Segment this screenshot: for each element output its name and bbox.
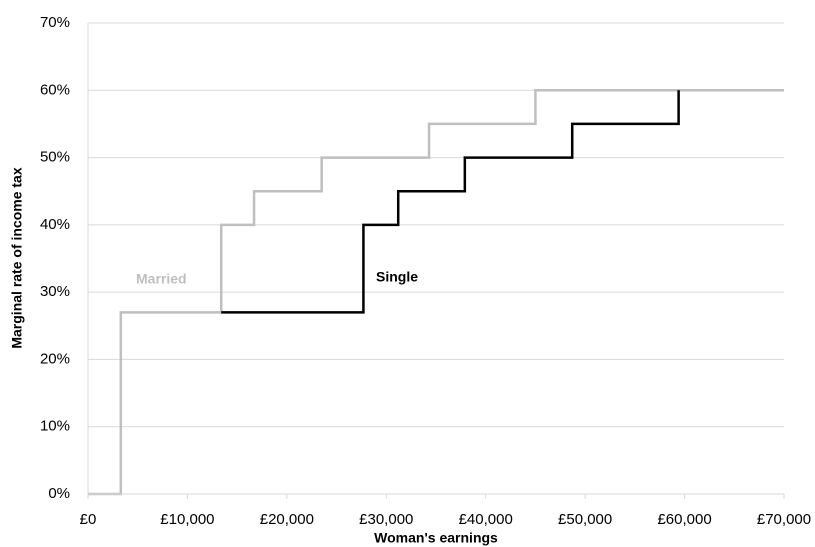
x-tick-label: £30,000 (359, 511, 413, 528)
x-tick-label: £10,000 (160, 511, 214, 528)
y-tick-label: 60% (40, 81, 70, 98)
lines (88, 89, 784, 496)
x-tick-label: £0 (80, 511, 97, 528)
x-tick-label: £70,000 (757, 511, 811, 528)
series-line (88, 89, 784, 496)
x-axis-title: Woman's earnings (374, 530, 498, 546)
y-tick-label: 40% (40, 216, 70, 233)
y-tick-label: 50% (40, 149, 70, 166)
y-tick-label: 70% (40, 14, 70, 31)
y-tick-label: 0% (48, 485, 70, 502)
y-tick-label: 10% (40, 418, 70, 435)
x-tick-label: £20,000 (260, 511, 314, 528)
series-line (221, 90, 680, 314)
grid: 0% 10% 20% 30% 40% 50% 60% 70% £0 £10,000 £20,000 £… (40, 14, 811, 528)
series-label: Married (136, 271, 187, 287)
x-tick-label: £40,000 (459, 511, 513, 528)
series-label: Single (376, 269, 418, 285)
y-axis-title: Marginal rate of income tax (9, 167, 25, 348)
x-tick-label: £50,000 (558, 511, 612, 528)
y-tick-label: 20% (40, 350, 70, 367)
x-tick-label: £60,000 (657, 511, 711, 528)
y-tick-label: 30% (40, 283, 70, 300)
